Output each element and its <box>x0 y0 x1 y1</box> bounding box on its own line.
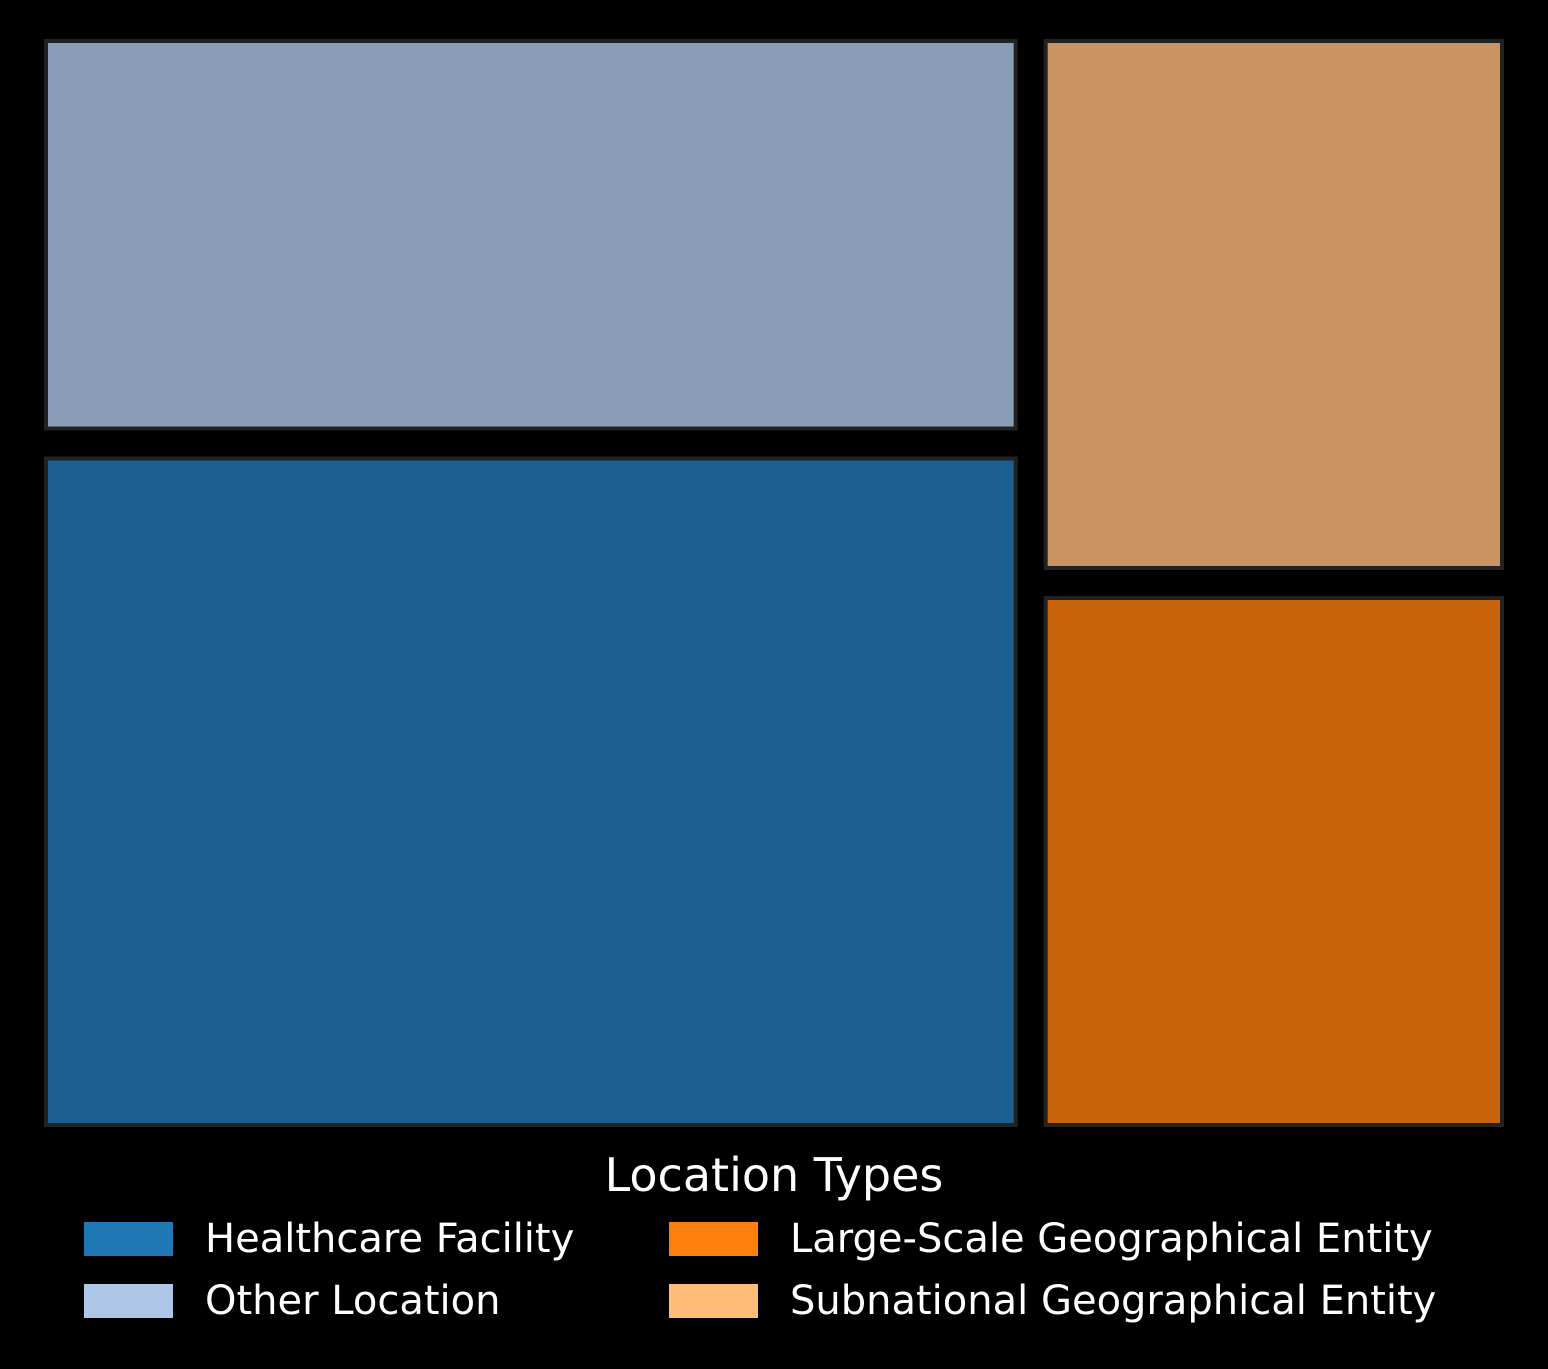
legend-label-other-location: Other Location <box>205 1278 501 1324</box>
legend-label-large-scale-geographical-entity: Large-Scale Geographical Entity <box>790 1216 1433 1262</box>
legend-label-subnational-geographical-entity: Subnational Geographical Entity <box>790 1278 1437 1324</box>
tile-large-scale-geographical-entity <box>1043 596 1505 1127</box>
legend-swatch-healthcare-facility <box>84 1222 173 1256</box>
legend-item-large-scale-geographical-entity: Large-Scale Geographical Entity <box>669 1208 1433 1270</box>
legend-swatch-large-scale-geographical-entity <box>669 1222 758 1256</box>
legend-label-healthcare-facility: Healthcare Facility <box>205 1216 575 1262</box>
legend-title: Location Types <box>604 1148 944 1202</box>
legend-item-subnational-geographical-entity: Subnational Geographical Entity <box>669 1270 1436 1332</box>
tile-other-location <box>44 39 1018 431</box>
tile-subnational-geographical-entity <box>1043 39 1505 570</box>
legend-item-healthcare-facility: Healthcare Facility <box>84 1208 669 1270</box>
legend-item-other-location: Other Location <box>84 1270 669 1332</box>
legend-swatch-other-location <box>84 1284 173 1318</box>
legend-swatch-subnational-geographical-entity <box>669 1284 758 1318</box>
legend: Healthcare Facility Other Location Large… <box>84 1208 1436 1332</box>
tile-healthcare-facility <box>44 456 1018 1127</box>
